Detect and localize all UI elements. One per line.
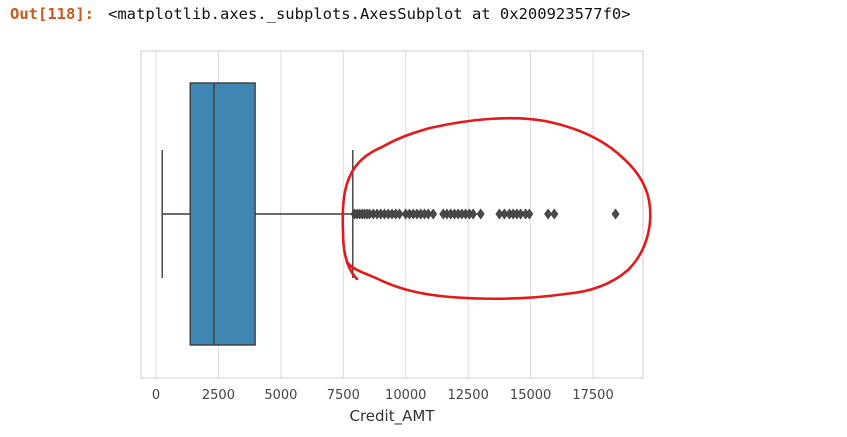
- x-tick-label: 10000: [385, 388, 426, 403]
- outlier-point: [429, 208, 438, 220]
- outlier-point: [525, 208, 534, 220]
- output-prompt: Out[118]:: [10, 5, 94, 23]
- iqr-box: [189, 82, 256, 346]
- x-tick-label: 0: [152, 388, 160, 403]
- x-tick-label: 5000: [264, 388, 297, 403]
- output-line: Out[118]: <matplotlib.axes._subplots.Axe…: [10, 2, 631, 26]
- outlier-point: [395, 208, 404, 220]
- x-tick-label: 15000: [510, 388, 551, 403]
- output-text: <matplotlib.axes._subplots.AxesSubplot a…: [108, 5, 631, 23]
- x-tick-label: 7500: [327, 388, 360, 403]
- plot-frame: [140, 50, 644, 379]
- outlier-point: [476, 208, 485, 220]
- outlier-point: [469, 208, 478, 220]
- x-axis-label: Credit_AMT: [350, 407, 436, 426]
- outlier-points: [350, 208, 620, 220]
- x-tick-label: 12500: [447, 388, 488, 403]
- x-tick-labels: 0 2500 5000 7500 10000 12500 15000 17500: [152, 388, 614, 403]
- x-tick-label: 17500: [572, 388, 613, 403]
- outlier-point: [544, 208, 553, 220]
- outlier-point: [611, 208, 620, 220]
- box-group: [161, 82, 354, 346]
- outlier-point: [550, 208, 559, 220]
- red-circle-annotation: [341, 116, 652, 300]
- x-tick-label: 2500: [202, 388, 235, 403]
